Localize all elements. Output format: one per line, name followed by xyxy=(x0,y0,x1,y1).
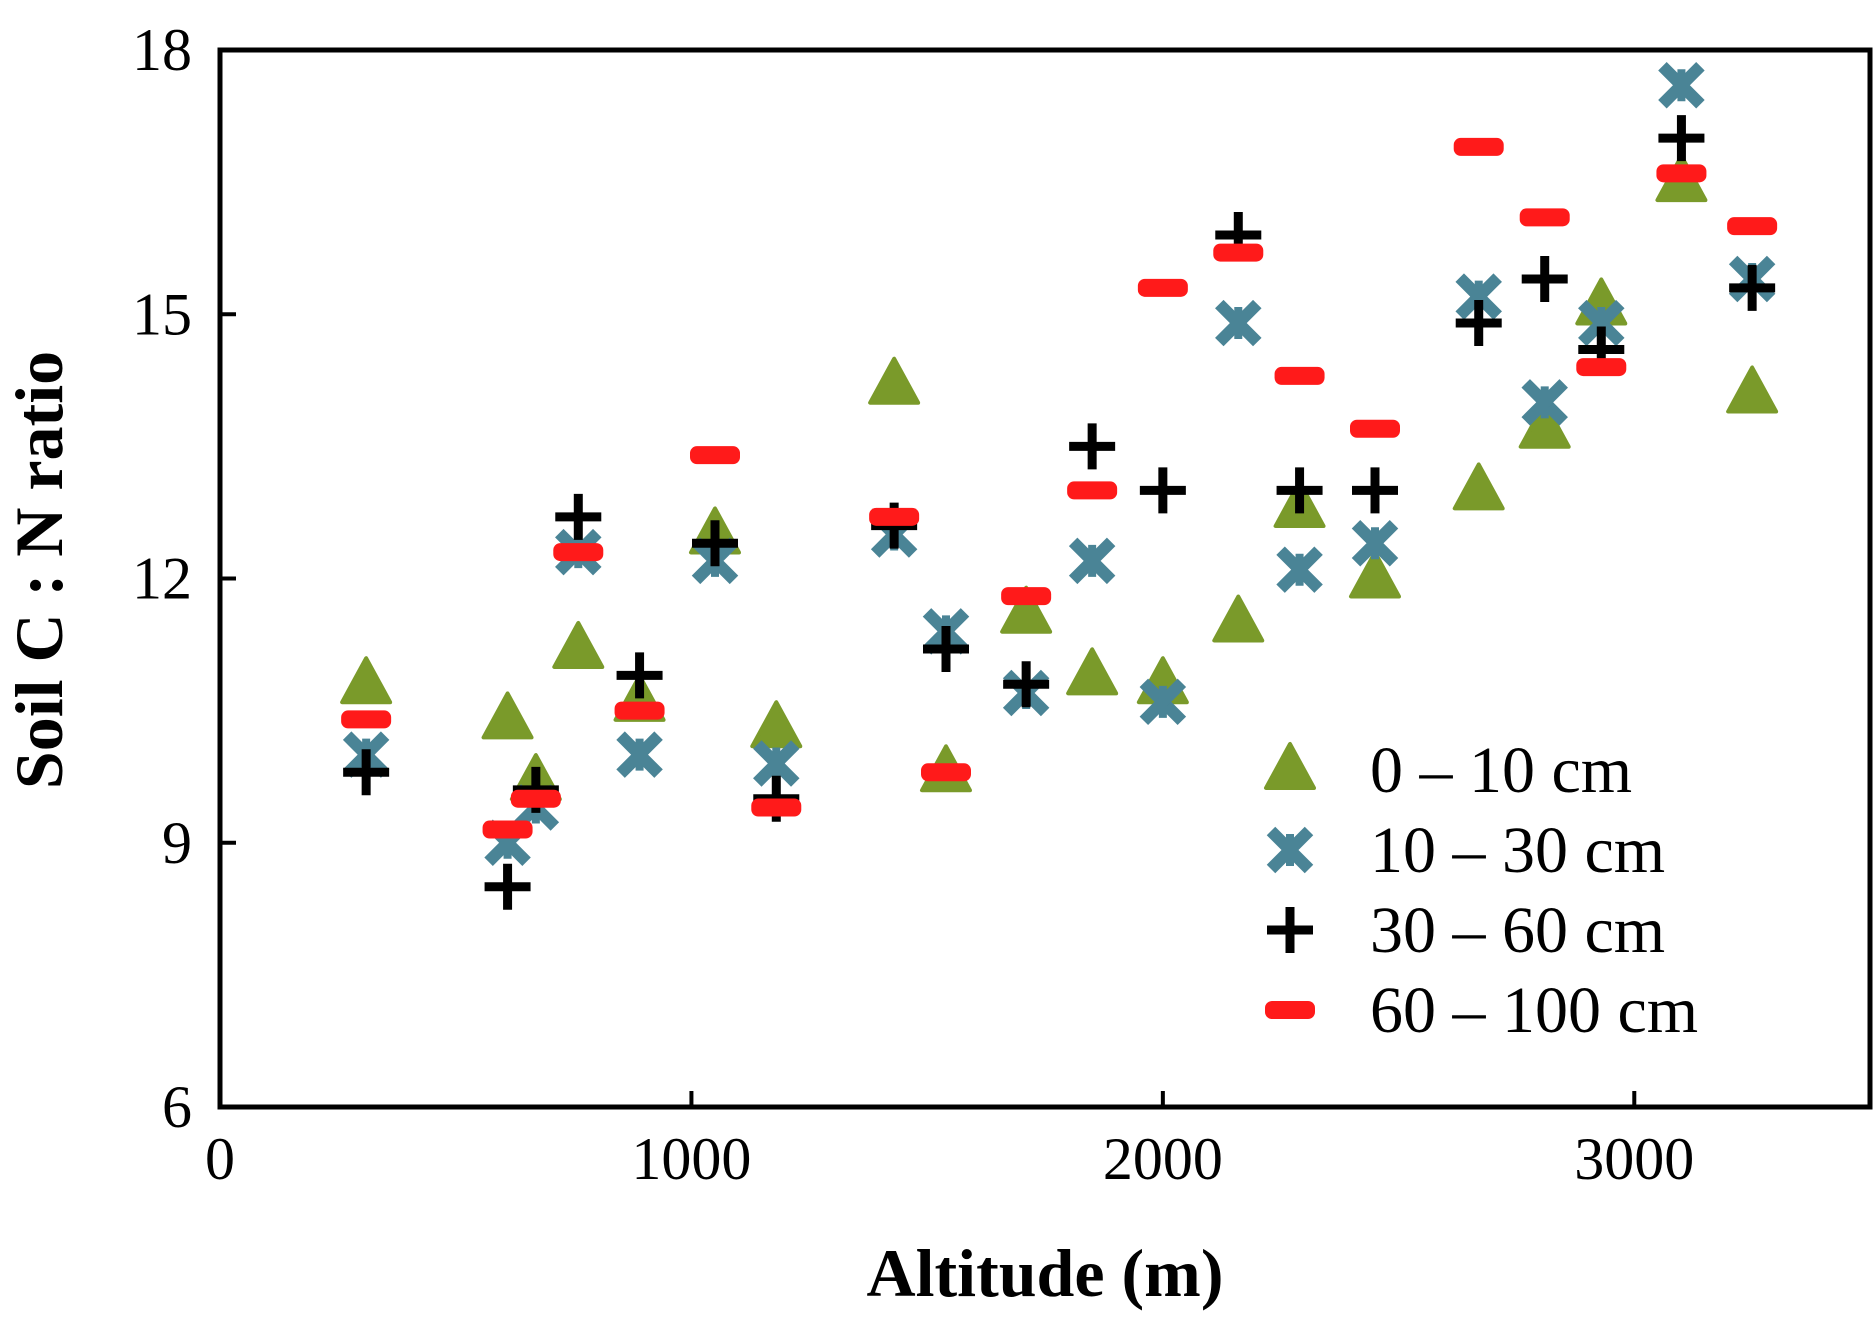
data-point xyxy=(1351,520,1399,567)
data-point xyxy=(1726,365,1779,414)
data-point xyxy=(1067,481,1118,500)
data-point xyxy=(1352,467,1398,514)
data-point xyxy=(1521,256,1568,303)
legend-label: 10 – 30 cm xyxy=(1370,814,1665,887)
data-point xyxy=(1274,366,1325,385)
data-point xyxy=(1000,585,1053,634)
data-point xyxy=(510,789,561,808)
data-point xyxy=(1276,546,1323,593)
data-point xyxy=(1001,587,1052,606)
data-point xyxy=(1213,243,1264,262)
data-point xyxy=(869,507,920,526)
data-point xyxy=(1066,647,1119,696)
legend-marker xyxy=(1264,742,1316,790)
legend-item: 60 – 100 cm xyxy=(1265,974,1698,1047)
data-point xyxy=(1349,550,1401,599)
y-tick-label: 18 xyxy=(132,17,192,83)
data-point xyxy=(923,625,969,672)
data-point xyxy=(1137,278,1188,297)
data-point xyxy=(921,763,971,782)
x-tick-label: 3000 xyxy=(1574,1126,1694,1192)
data-point xyxy=(1068,537,1116,585)
data-point xyxy=(1521,379,1568,426)
data-point xyxy=(1069,423,1116,470)
legend-item: 30 – 60 cm xyxy=(1267,894,1665,967)
legend-label: 60 – 100 cm xyxy=(1370,974,1698,1047)
data-point xyxy=(555,493,602,540)
axis-tick-labels: 0 1000 2000 3000 6 9 12 15 18 xyxy=(132,17,1694,1192)
data-point xyxy=(1453,137,1504,156)
x-axis-title: Altitude (m) xyxy=(867,1235,1224,1311)
data-point xyxy=(553,543,604,562)
data-point xyxy=(481,691,534,740)
data-point xyxy=(1212,594,1265,643)
data-point xyxy=(1003,661,1050,708)
data-point xyxy=(1658,61,1705,109)
data-point xyxy=(616,652,663,699)
series-1 xyxy=(340,154,1779,802)
data-point xyxy=(1519,208,1570,227)
legend-label: 30 – 60 cm xyxy=(1370,894,1665,967)
data-point xyxy=(1727,217,1778,236)
data-point xyxy=(1518,400,1571,449)
axis-ticks xyxy=(220,312,1637,1107)
data-point xyxy=(1576,358,1627,377)
data-point xyxy=(1139,467,1186,514)
data-point xyxy=(1215,299,1262,347)
data-point xyxy=(1658,115,1705,162)
legend-marker xyxy=(1267,907,1313,953)
x-tick-label: 0 xyxy=(205,1126,235,1192)
legend-item: 0 – 10 cm xyxy=(1264,734,1632,807)
legend-marker xyxy=(1265,1001,1315,1019)
data-point xyxy=(341,710,392,729)
data-point xyxy=(750,700,803,749)
data-point xyxy=(692,520,738,567)
series-4 xyxy=(341,137,1778,839)
legend-marker xyxy=(1266,826,1314,874)
y-tick-label: 9 xyxy=(162,810,192,876)
legend-label: 0 – 10 cm xyxy=(1370,734,1632,807)
x-tick-label: 1000 xyxy=(631,1126,751,1192)
data-point xyxy=(1350,419,1400,438)
y-axis-title: Soil C : N ratio xyxy=(1,351,77,789)
y-tick-label: 15 xyxy=(132,281,192,347)
y-tick-label: 12 xyxy=(132,546,192,612)
data-point xyxy=(616,731,663,778)
data-point xyxy=(753,740,800,787)
data-points xyxy=(340,61,1779,910)
x-tick-label: 2000 xyxy=(1103,1126,1223,1192)
data-point xyxy=(552,620,605,669)
data-point xyxy=(868,356,921,405)
data-point xyxy=(1452,462,1505,511)
data-point xyxy=(1276,467,1323,514)
y-tick-label: 6 xyxy=(162,1074,192,1140)
data-point xyxy=(484,863,531,910)
legend-item: 10 – 30 cm xyxy=(1266,814,1665,887)
data-point xyxy=(482,820,533,839)
data-point xyxy=(1656,164,1707,183)
data-point xyxy=(690,446,740,465)
data-point xyxy=(1455,300,1502,347)
data-point xyxy=(343,749,390,796)
data-point xyxy=(340,656,393,705)
data-point xyxy=(751,798,802,817)
data-point xyxy=(1729,264,1776,311)
data-point xyxy=(614,701,665,720)
data-point xyxy=(1139,678,1187,726)
